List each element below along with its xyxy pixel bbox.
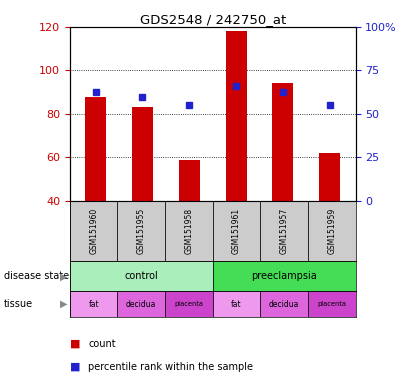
Text: GSM151957: GSM151957 [279,208,289,254]
Text: fat: fat [88,300,99,309]
Text: ▶: ▶ [60,271,67,281]
Bar [260,291,308,317]
Text: GSM151959: GSM151959 [327,208,336,254]
Bar [308,291,356,317]
Text: decidua: decidua [269,300,299,309]
Bar [85,96,106,201]
Bar [226,31,247,201]
Bar [213,291,260,317]
Text: GSM151955: GSM151955 [137,208,146,254]
Text: tissue: tissue [4,299,33,309]
Bar [132,108,153,201]
Text: ▶: ▶ [60,299,67,309]
Bar [319,153,340,201]
Bar [213,261,356,291]
Bar [272,83,293,201]
Bar [118,291,165,317]
Text: GSM151961: GSM151961 [232,208,241,254]
Bar [165,201,213,261]
Text: ■: ■ [70,362,81,372]
Text: count: count [88,339,116,349]
Bar [260,201,308,261]
Text: percentile rank within the sample: percentile rank within the sample [88,362,253,372]
Bar [118,201,165,261]
Text: preeclampsia: preeclampsia [251,271,317,281]
Bar [165,291,213,317]
Bar [308,201,356,261]
Text: decidua: decidua [126,300,157,309]
Text: placenta: placenta [174,301,203,307]
Text: placenta: placenta [317,301,346,307]
Bar [70,261,213,291]
Text: GSM151960: GSM151960 [89,208,98,254]
Bar [70,291,118,317]
Bar [179,160,200,201]
Text: control: control [125,271,158,281]
Bar [70,201,118,261]
Text: ■: ■ [70,339,81,349]
Text: GSM151958: GSM151958 [185,208,194,254]
Text: disease state: disease state [4,271,69,281]
Title: GDS2548 / 242750_at: GDS2548 / 242750_at [140,13,286,26]
Bar [213,201,260,261]
Text: fat: fat [231,300,242,309]
